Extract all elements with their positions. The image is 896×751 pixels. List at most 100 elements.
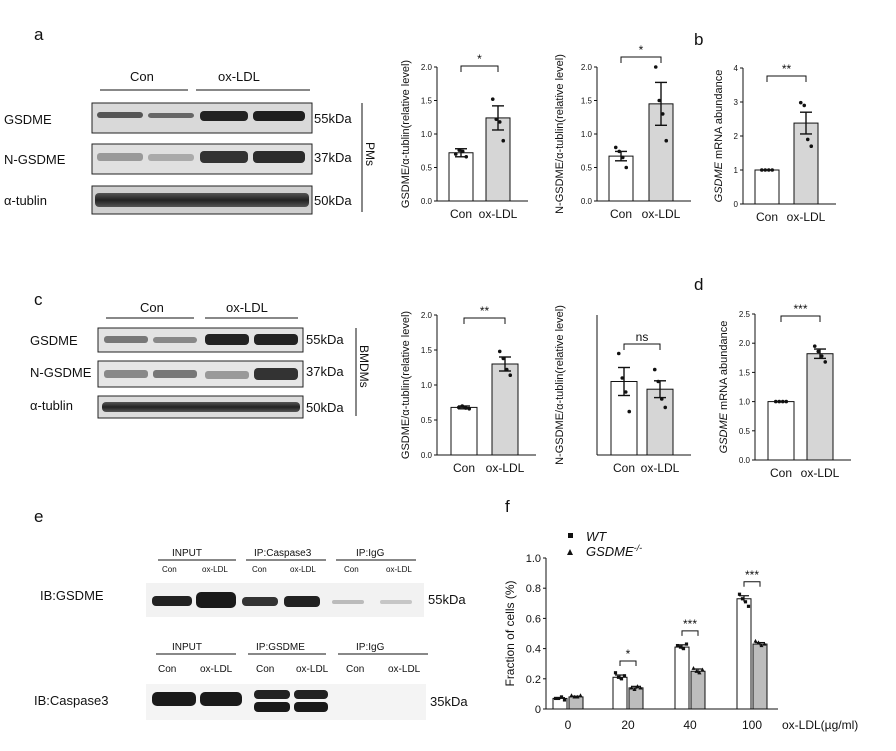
data-point	[678, 645, 683, 649]
data-point	[759, 643, 764, 648]
y-axis-label: GSDME/α-tublin(relative level)	[400, 60, 412, 208]
blot-c-group-oxldl: ox-LDL	[226, 300, 268, 315]
y-axis-label: Fraction of cells (%)	[503, 580, 517, 686]
blot-a-band	[253, 111, 305, 121]
bar	[736, 598, 752, 710]
sig-bracket	[619, 660, 637, 667]
blot-e-lane: ox-LDL	[290, 565, 316, 574]
x-tick-label: ox-LDL	[641, 461, 680, 475]
data-point	[622, 674, 627, 678]
x-tick-label: Con	[770, 466, 792, 480]
data-point	[635, 684, 640, 688]
data-point	[613, 145, 618, 150]
blot-a-band	[200, 111, 248, 121]
blot-e-band	[196, 592, 236, 608]
sig-label: **	[782, 62, 792, 76]
bar	[690, 670, 706, 710]
blot-a-band	[97, 153, 143, 161]
data-point	[657, 98, 662, 103]
data-point	[460, 149, 465, 154]
data-point	[562, 698, 567, 702]
sig-bracket	[681, 630, 699, 636]
data-point	[463, 406, 468, 410]
y-tick-label: 1.5	[739, 368, 751, 377]
y-tick-label: 0.0	[421, 197, 433, 206]
bar	[568, 696, 584, 710]
y-tick-label: 2.0	[581, 63, 593, 72]
y-tick-label: 0.5	[421, 416, 433, 425]
data-point	[697, 670, 702, 675]
y-tick-label: 0.4	[526, 644, 541, 656]
y-tick-label: 0.2	[526, 674, 541, 686]
sig-label: *	[477, 52, 482, 66]
sig-label: ***	[745, 568, 759, 582]
data-point	[569, 693, 574, 698]
data-point	[773, 399, 778, 404]
y-axis-label-rest: mRNA abundance	[713, 70, 725, 162]
blot-e-lane: Con	[162, 565, 177, 574]
blot-e-band	[152, 596, 192, 606]
legend-ko-name: GSDME	[586, 544, 634, 559]
data-point	[763, 168, 768, 172]
sig-label: **	[480, 304, 490, 318]
blot-a-band	[253, 151, 305, 163]
data-point	[762, 641, 767, 646]
data-point	[578, 693, 583, 698]
blot-c-size-37: 37kDa	[306, 364, 344, 379]
y-tick-label: 1.5	[581, 97, 593, 106]
data-point	[743, 600, 748, 604]
y-tick-label: 0.0	[739, 456, 751, 465]
blot-c-size-50: 50kDa	[306, 400, 344, 415]
blot-c-band	[205, 334, 249, 345]
blot-c-row-gsdme: GSDME	[30, 333, 78, 348]
blot-a-row-ngsdme: N-GSDME	[4, 152, 66, 167]
blot-a-size-55: 55kDa	[314, 111, 352, 126]
y-tick-label: 0	[734, 200, 739, 209]
blot-e-bot-input: INPUT	[172, 642, 202, 653]
data-point	[504, 367, 509, 372]
bar	[628, 687, 644, 710]
data-point	[501, 356, 506, 361]
blot-e-bot-ipgsdme: IP:GSDME	[256, 642, 305, 653]
data-point	[823, 360, 828, 364]
y-axis-label: GSDME mRNA abundance	[718, 321, 730, 454]
sig-bracket	[766, 75, 807, 82]
x-tick-label: Con	[453, 461, 475, 475]
data-point	[553, 696, 558, 701]
sig-bracket	[620, 56, 662, 63]
y-tick-label: 1.0	[421, 381, 433, 390]
data-point	[572, 694, 577, 699]
blot-c-band	[102, 402, 300, 412]
data-point	[620, 155, 625, 160]
blot-e-band	[294, 690, 328, 699]
data-point	[809, 144, 814, 148]
blot-c-row-tublin: α-tublin	[30, 398, 73, 413]
data-point	[759, 168, 764, 172]
data-point	[798, 100, 803, 105]
data-point	[740, 597, 745, 601]
x-tick-label: ox-LDL	[787, 210, 826, 224]
data-point	[638, 685, 643, 690]
chart-d: 0.0 0.5 1.0 1.5 2.0 2.5 GSDME mRNA abundance Co…	[718, 302, 851, 480]
blot-a-band	[95, 193, 309, 207]
blot-a-band	[200, 151, 248, 163]
chart-a2: 0.0 0.5 1.0 1.5 2.0 N-GSDME/α-tublin(relative…	[554, 43, 691, 221]
data-point	[746, 604, 751, 608]
data-point	[660, 112, 665, 116]
y-axis-label-rest: mRNA abundance	[718, 321, 730, 413]
panel-c-label: c	[34, 290, 43, 309]
data-point	[623, 390, 628, 394]
blot-a-band	[148, 154, 194, 161]
blot-e-ib2: IB:Caspase3	[34, 693, 108, 708]
panel-e-label: e	[34, 507, 43, 526]
sig-label: ns	[636, 330, 649, 344]
chart-c1: 0.0 0.5 1.0 1.5 2.0 GSDME/α-tublin(relative l…	[400, 304, 536, 475]
data-point	[784, 399, 789, 404]
blot-e-lane: ox-LDL	[386, 565, 412, 574]
y-tick-label: 0.8	[526, 583, 541, 595]
blot-a-band	[148, 113, 194, 118]
blot-a-celltype: PMs	[363, 142, 377, 166]
data-point	[780, 399, 785, 404]
data-point	[753, 638, 758, 643]
bar	[450, 406, 478, 456]
